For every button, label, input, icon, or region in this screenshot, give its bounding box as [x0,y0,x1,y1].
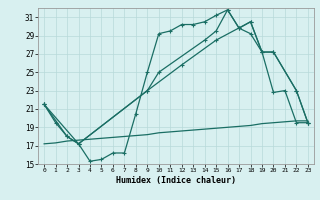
X-axis label: Humidex (Indice chaleur): Humidex (Indice chaleur) [116,176,236,185]
